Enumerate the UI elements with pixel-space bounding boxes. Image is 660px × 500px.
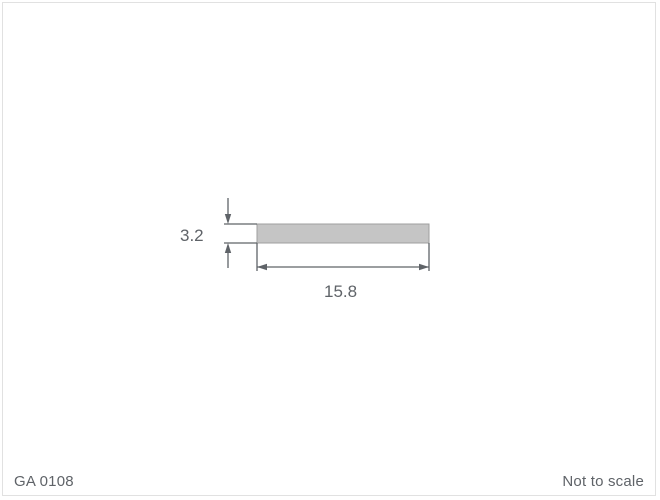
drawing-frame: 15.8 3.2 GA 0108 Not to scale [0, 0, 660, 500]
height-dimension-value: 3.2 [180, 226, 204, 246]
part-number-label: GA 0108 [14, 473, 74, 490]
scale-note: Not to scale [562, 473, 644, 490]
width-dimension-value: 15.8 [324, 282, 357, 302]
drawing-svg [0, 0, 660, 500]
